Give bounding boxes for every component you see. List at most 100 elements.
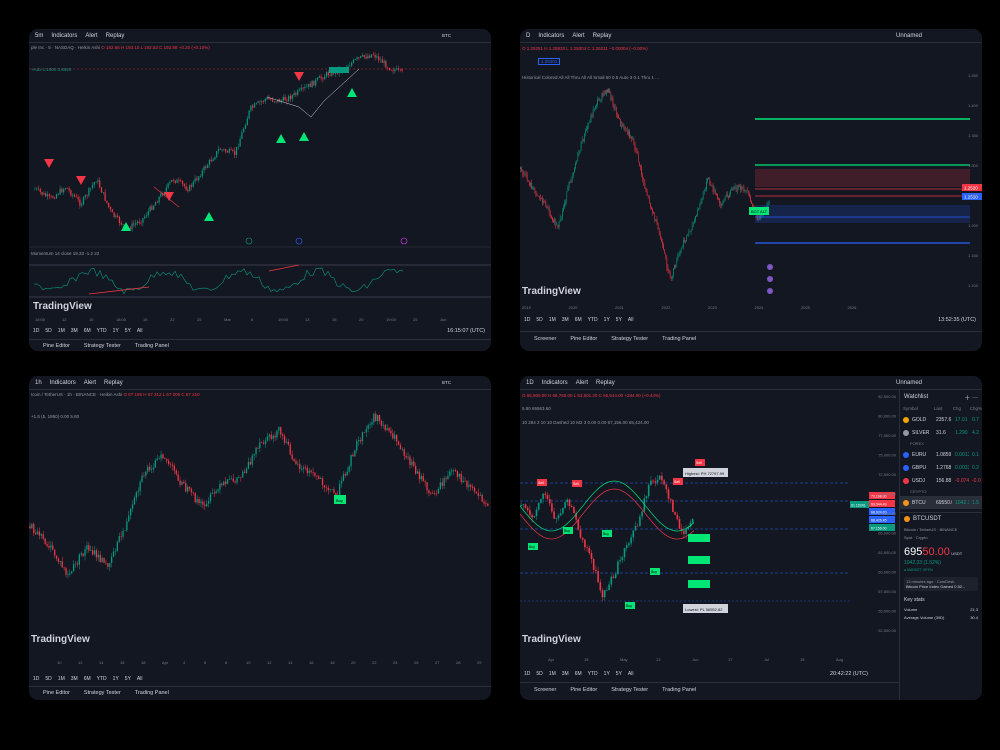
watchlist-row[interactable]: SILVER 31.6 1.290 4.2 — [900, 426, 982, 439]
y-axis-label: 77,500.00 — [878, 433, 897, 438]
timeframe-1y[interactable]: 1Y — [112, 328, 119, 334]
replay-button[interactable]: Replay — [105, 32, 125, 39]
utc-clock: 20:42:22 (UTC) — [830, 671, 868, 677]
candle-body — [661, 475, 663, 481]
layout-name[interactable]: Unnamed — [895, 32, 922, 39]
timeframe-6m[interactable]: 6M — [574, 671, 582, 677]
timeframe-1m[interactable]: 1M — [548, 317, 556, 323]
timeframe-1y[interactable]: 1Y — [603, 317, 610, 323]
currency-badge[interactable]: BTC — [442, 33, 451, 38]
pine-editor-tab[interactable]: Pine Editor — [570, 686, 598, 693]
crypto-section[interactable]: CRYPTO — [910, 489, 927, 494]
layout-name[interactable]: Unnamed — [895, 379, 922, 386]
indicators-button[interactable]: Indicators — [49, 379, 76, 386]
alert-button[interactable]: Alert — [83, 379, 97, 386]
pine-editor-tab[interactable]: Pine Editor — [43, 342, 70, 349]
pine-editor-tab[interactable]: Pine Editor — [43, 689, 70, 696]
timeframe-all[interactable]: All — [627, 317, 634, 323]
col-chg[interactable]: Chg — [952, 406, 962, 411]
timeframe-ytd[interactable]: YTD — [96, 328, 107, 334]
trading-panel-tab[interactable]: Trading Panel — [662, 335, 697, 342]
forex-section[interactable]: FOREX — [910, 441, 924, 446]
candle-body — [329, 75, 331, 76]
timeframe-1m[interactable]: 1M — [57, 328, 65, 334]
timeframe-5y[interactable]: 5Y — [615, 317, 622, 323]
timeframe-5d[interactable]: 5D — [536, 671, 543, 677]
timeframe-6m[interactable]: 6M — [83, 328, 91, 334]
alert-button[interactable]: Alert — [575, 379, 589, 386]
timeframe-5d[interactable]: 5D — [45, 328, 52, 334]
timeframe-1m[interactable]: 1M — [57, 676, 65, 682]
watchlist-row[interactable]: GOLD 2357.6 17.01 0.7 — [900, 413, 982, 426]
watchlist-row[interactable]: BTCU 69550.001042.331.5 — [900, 496, 982, 509]
pine-editor-tab[interactable]: Pine Editor — [570, 335, 598, 342]
timeframe-1d[interactable]: 1D — [524, 671, 531, 677]
alert-button[interactable]: Alert — [572, 32, 585, 39]
screener-tab[interactable]: Screener — [534, 686, 557, 693]
replay-button[interactable]: Replay — [592, 32, 612, 39]
timeframe-1y[interactable]: 1Y — [112, 676, 119, 682]
strategy-tester-tab[interactable]: Strategy Tester — [83, 342, 121, 349]
timeframe-1y[interactable]: 1Y — [603, 671, 610, 677]
timeframe-6m[interactable]: 6M — [574, 317, 582, 323]
watchlist-row[interactable]: USDJ 156.88 -0.074 -0.0 — [900, 474, 982, 487]
candle-body — [384, 424, 386, 431]
timeframe-6m[interactable]: 6M — [83, 676, 91, 682]
trading-panel-tab[interactable]: Trading Panel — [134, 689, 169, 696]
interval-button[interactable]: 5m — [35, 32, 44, 39]
price-chart[interactable]: Sell Sell Sell Sell Buy Buy Buy Buy Buy Highest: … — [520, 376, 900, 700]
timeframe-all[interactable]: All — [136, 328, 143, 334]
detail-symbol[interactable]: BTCUSDT — [913, 516, 942, 522]
timeframe-3m[interactable]: 3M — [561, 671, 569, 677]
replay-button[interactable]: Replay — [596, 379, 615, 386]
timeframe-ytd[interactable]: YTD — [96, 676, 107, 682]
candle-body — [585, 130, 586, 134]
price-chart[interactable]: Buy 10 12 14 16 18 Apr 4 6 8 10 12 14 16 18 20 22 24 26 27 2… — [29, 376, 491, 700]
strategy-tester-tab[interactable]: Strategy Tester — [611, 686, 649, 693]
interval-button[interactable]: D — [526, 32, 531, 39]
candle-body — [223, 481, 225, 486]
strategy-tester-tab[interactable]: Strategy Tester — [611, 335, 649, 342]
timeframe-5d[interactable]: 5D — [45, 676, 52, 682]
timeframe-1m[interactable]: 1M — [548, 671, 556, 677]
timeframe-5y[interactable]: 5Y — [124, 328, 131, 334]
strategy-tester-tab[interactable]: Strategy Tester — [83, 689, 121, 696]
watchlist-title[interactable]: Watchlist — [904, 394, 929, 400]
timeframe-5y[interactable]: 5Y — [124, 676, 131, 682]
timeframe-5d[interactable]: 5D — [536, 317, 543, 323]
timeframe-1d[interactable]: 1D — [33, 328, 40, 334]
replay-button[interactable]: Replay — [104, 379, 123, 386]
col-symbol[interactable]: Symbol — [903, 406, 919, 411]
trading-panel-tab[interactable]: Trading Panel — [662, 686, 697, 693]
interval-button[interactable]: 1D — [526, 379, 534, 386]
timeframe-all[interactable]: All — [136, 676, 143, 682]
timeframe-3m[interactable]: 3M — [561, 317, 569, 323]
trading-panel-tab[interactable]: Trading Panel — [134, 342, 169, 349]
timeframe-ytd[interactable]: YTD — [587, 317, 598, 323]
interval-button[interactable]: 1h — [35, 379, 42, 386]
indicators-button[interactable]: Indicators — [51, 32, 78, 39]
col-chgpct[interactable]: Chg% — [969, 406, 982, 411]
col-last[interactable]: Last — [933, 406, 943, 411]
screener-tab[interactable]: Screener — [534, 335, 557, 342]
price-chart[interactable]: 18:00 12 15 18:00 15 22 25 Mar 6 19:00 13 15 20 19:00… — [29, 29, 491, 351]
timeframe-ytd[interactable]: YTD — [587, 671, 598, 677]
indicators-button[interactable]: Indicators — [541, 379, 568, 386]
news-card[interactable]: 13 minutes ago · CoinDesk Bitcoin Price … — [904, 577, 978, 591]
timeframe-1d[interactable]: 1D — [33, 676, 40, 682]
alert-button[interactable]: Alert — [85, 32, 98, 39]
timeframe-all[interactable]: All — [627, 671, 634, 677]
currency-badge[interactable]: BTC — [442, 380, 451, 385]
timeframe-1d[interactable]: 1D — [524, 317, 531, 323]
timeframe-3m[interactable]: 3M — [70, 328, 78, 334]
x-axis-label: 2022 — [662, 305, 672, 310]
candle-body — [520, 504, 522, 506]
indicators-button[interactable]: Indicators — [538, 32, 565, 39]
timeframe-3m[interactable]: 3M — [70, 676, 78, 682]
timeframe-5y[interactable]: 5Y — [615, 671, 622, 677]
candle-body — [699, 203, 701, 210]
add-symbol-icon[interactable]: ＋ ⋯ — [964, 395, 978, 402]
price-chart[interactable]: BOT ALT 1.2520 1.2510 1.450 1.400 1.350 1.300 1… — [520, 29, 982, 351]
